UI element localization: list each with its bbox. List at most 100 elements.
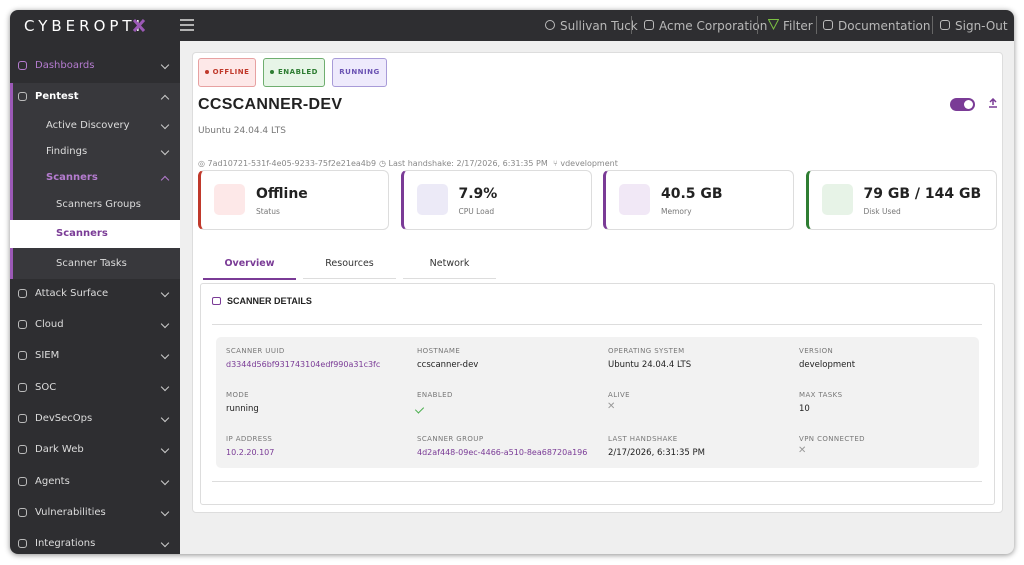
field-value: 10.2.20.107 <box>226 448 275 457</box>
details-grid <box>216 337 979 468</box>
sidebar-item[interactable]: Vulnerabilities <box>35 507 106 518</box>
sidebar-item[interactable]: Integrations <box>35 538 96 549</box>
org[interactable]: Acme Corporation <box>659 19 768 33</box>
top-bar: CYBEROPTI Sullivan Tuck Acme Corporation… <box>10 10 1014 41</box>
sidebar-item[interactable]: Dashboards <box>35 60 95 71</box>
environment: ⑂ vdevelopment <box>553 159 618 168</box>
sidebar-icon <box>18 289 27 298</box>
handshake-text: Last handshake: 2/17/2026, 6:31:35 PM <box>388 159 548 168</box>
scanner-uuid: ◎ 7ad10721-531f-4e05-9233-75f2e21ea4b9 <box>198 159 377 168</box>
separator <box>932 16 933 34</box>
sidebar-item[interactable]: Agents <box>35 476 70 487</box>
separator <box>816 16 817 34</box>
stat-label: Status <box>256 207 280 216</box>
active-item <box>10 220 180 248</box>
sidebar-item[interactable]: SOC <box>35 382 57 393</box>
user-icon <box>545 20 555 30</box>
tab[interactable]: Network <box>429 258 470 269</box>
sidebar-icon <box>18 61 27 70</box>
sidebar-icon <box>18 92 27 101</box>
toggle[interactable] <box>950 98 975 111</box>
sidebar-icon <box>18 539 27 548</box>
user[interactable]: Sullivan Tuck <box>560 19 638 33</box>
field-label: ALIVE <box>608 391 630 399</box>
menu-button[interactable] <box>180 19 194 31</box>
stat-icon <box>619 184 650 215</box>
stat-icon <box>416 184 448 215</box>
stat-label: CPU Load <box>458 207 495 216</box>
stat-label: Memory <box>661 207 692 216</box>
sidebar-item[interactable]: Cloud <box>35 319 64 330</box>
sidebar-item[interactable]: Findings <box>46 146 88 157</box>
details-title: SCANNER DETAILS <box>227 296 312 306</box>
docs-icon <box>823 20 833 30</box>
field-value: d3344d56bf931743104edf990a31c3fc <box>226 360 381 369</box>
divider <box>212 324 982 325</box>
org-icon <box>644 20 654 30</box>
field-label: SCANNER GROUP <box>417 435 484 443</box>
field-value: ccscanner-dev <box>417 360 479 370</box>
sidebar-item[interactable]: Scanners Groups <box>56 199 141 210</box>
brand-logo <box>133 19 145 32</box>
signout[interactable]: Sign-Out <box>955 19 1008 33</box>
stat-value: 7.9% <box>458 186 498 202</box>
field-label: MODE <box>226 391 249 399</box>
field-label: VERSION <box>799 347 834 355</box>
field-label: VPN CONNECTED <box>799 435 865 443</box>
field-label: IP ADDRESS <box>226 435 273 443</box>
stat-value: 79 GB / 144 GB <box>863 186 982 202</box>
sidebar-item[interactable]: Attack Surface <box>35 288 109 299</box>
field-value: 4d2af448-09ec-4466-a510-8ea68720a196 <box>417 448 588 457</box>
docs[interactable]: Documentation <box>838 19 931 33</box>
sidebar-item[interactable]: Pentest <box>35 91 79 102</box>
upload-button[interactable] <box>988 98 998 109</box>
sidebar-item[interactable]: Active Discovery <box>46 120 130 131</box>
divider <box>212 481 982 482</box>
field-value: development <box>799 360 856 370</box>
scanner-subtitle: Ubuntu 24.04.4 LTS <box>198 126 287 136</box>
stat-label: Disk Used <box>863 207 901 216</box>
sidebar-icon <box>18 351 27 360</box>
separator <box>631 16 632 34</box>
sidebar-icon <box>18 477 27 486</box>
sidebar-item[interactable]: Dark Web <box>35 444 84 455</box>
badge: RUNNING <box>332 58 387 87</box>
sidebar-icon <box>18 445 27 454</box>
sidebar-item[interactable]: Scanner Tasks <box>56 258 127 269</box>
sidebar <box>10 41 180 554</box>
field-value: 10 <box>799 404 810 414</box>
badge-text: ENABLED <box>278 68 318 76</box>
sidebar-item[interactable]: Scanners <box>56 228 108 239</box>
stat-icon <box>821 184 853 215</box>
badge: ENABLED <box>263 58 325 87</box>
uuid-text: 7ad10721-531f-4e05-9233-75f2e21ea4b9 <box>207 159 377 168</box>
sidebar-icon <box>18 414 27 423</box>
sidebar-item[interactable]: SIEM <box>35 350 60 361</box>
sidebar-item[interactable]: DevSecOps <box>35 413 93 424</box>
tab[interactable]: Resources <box>325 258 374 269</box>
tab[interactable]: Overview <box>224 258 275 269</box>
stat-icon <box>214 184 245 215</box>
tab-underline <box>303 278 396 279</box>
handshake: ◷ Last handshake: 2/17/2026, 6:31:35 PM <box>379 159 548 168</box>
signout-icon <box>940 20 950 30</box>
scanner-title: CCSCANNER-DEV <box>198 96 343 113</box>
field-label: HOSTNAME <box>417 347 461 355</box>
cross-icon: ✕ <box>607 401 616 412</box>
sidebar-icon <box>18 320 27 329</box>
filter-icon <box>768 19 779 30</box>
environment-text: vdevelopment <box>560 159 618 168</box>
field-value: Ubuntu 24.04.4 LTS <box>608 360 692 370</box>
filter[interactable]: Filter <box>783 19 813 33</box>
field-value: 2/17/2026, 6:31:35 PM <box>608 448 705 458</box>
sidebar-icon <box>18 508 27 517</box>
window: CYBEROPTI Sullivan Tuck Acme Corporation… <box>10 10 1014 554</box>
field-label: SCANNER UUID <box>226 347 285 355</box>
tab-underline <box>403 278 496 279</box>
sidebar-icon <box>18 383 27 392</box>
cross-icon: ✕ <box>798 445 807 456</box>
stat-value: 40.5 GB <box>661 186 723 202</box>
sidebar-item[interactable]: Scanners <box>46 172 98 183</box>
tab-underline <box>203 278 296 280</box>
